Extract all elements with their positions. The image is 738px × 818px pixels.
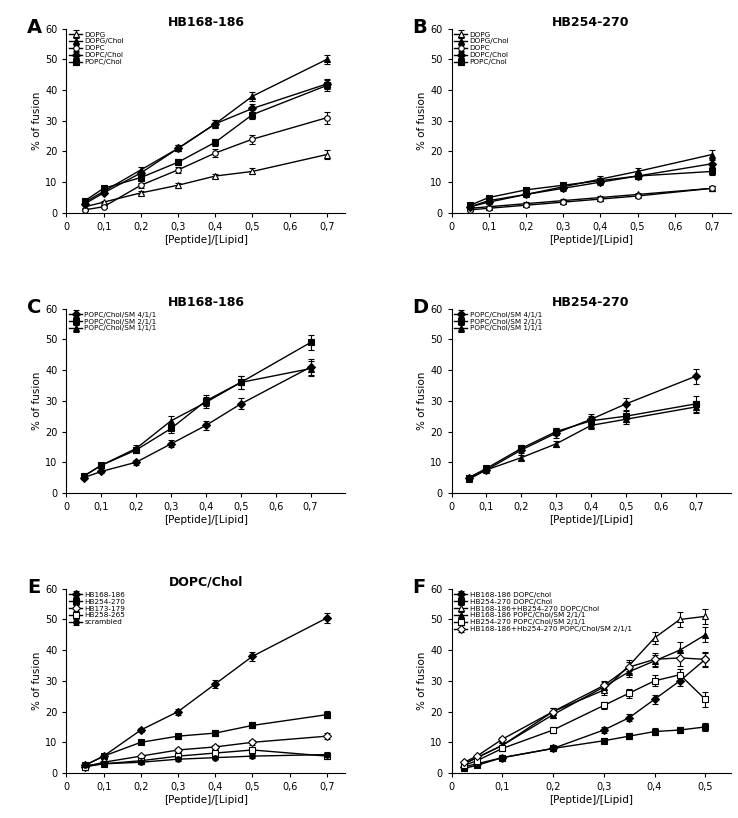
Text: B: B: [413, 17, 427, 37]
Title: HB254-270: HB254-270: [552, 295, 630, 308]
Title: DOPC/Chol: DOPC/Chol: [169, 576, 243, 589]
Y-axis label: % of fusion: % of fusion: [32, 652, 42, 710]
Title: HB168-186: HB168-186: [168, 295, 244, 308]
Text: E: E: [27, 578, 41, 596]
Y-axis label: % of fusion: % of fusion: [32, 92, 42, 150]
Y-axis label: % of fusion: % of fusion: [32, 371, 42, 430]
X-axis label: [Peptide]/[Lipid]: [Peptide]/[Lipid]: [164, 515, 248, 525]
Text: A: A: [27, 17, 43, 37]
Y-axis label: % of fusion: % of fusion: [418, 371, 427, 430]
Y-axis label: % of fusion: % of fusion: [418, 652, 427, 710]
X-axis label: [Peptide]/[Lipid]: [Peptide]/[Lipid]: [549, 795, 633, 805]
X-axis label: [Peptide]/[Lipid]: [Peptide]/[Lipid]: [164, 235, 248, 245]
X-axis label: [Peptide]/[Lipid]: [Peptide]/[Lipid]: [549, 235, 633, 245]
Y-axis label: % of fusion: % of fusion: [418, 92, 427, 150]
Legend: DOPG, DOPG/Chol, DOPC, DOPC/Chol, POPC/Chol: DOPG, DOPG/Chol, DOPC, DOPC/Chol, POPC/C…: [453, 30, 511, 67]
X-axis label: [Peptide]/[Lipid]: [Peptide]/[Lipid]: [549, 515, 633, 525]
Legend: POPC/Chol/SM 4/1/1, POPC/Chol/SM 2/1/1, POPC/Chol/SM 1/1/1: POPC/Chol/SM 4/1/1, POPC/Chol/SM 2/1/1, …: [68, 310, 158, 333]
Title: HB168-186: HB168-186: [168, 16, 244, 29]
Text: C: C: [27, 298, 42, 317]
Text: F: F: [413, 578, 426, 596]
Title: HB254-270: HB254-270: [552, 16, 630, 29]
Legend: HB168-186 DOPC/chol, HB254-270 DOPC/Chol, HB168-186+HB254-270 DOPC/Chol, HB168-1: HB168-186 DOPC/chol, HB254-270 DOPC/Chol…: [453, 591, 633, 634]
Text: D: D: [413, 298, 429, 317]
X-axis label: [Peptide]/[Lipid]: [Peptide]/[Lipid]: [164, 795, 248, 805]
Legend: DOPG, DOPG/Chol, DOPC, DOPC/Chol, POPC/Chol: DOPG, DOPG/Chol, DOPC, DOPC/Chol, POPC/C…: [68, 30, 125, 67]
Legend: HB168-186, HB254-270, HB173-179, HB258-265, scrambled: HB168-186, HB254-270, HB173-179, HB258-2…: [68, 591, 127, 627]
Legend: POPC/Chol/SM 4/1/1, POPC/Chol/SM 2/1/1, POPC/Chol/SM 1/1/1: POPC/Chol/SM 4/1/1, POPC/Chol/SM 2/1/1, …: [453, 310, 543, 333]
